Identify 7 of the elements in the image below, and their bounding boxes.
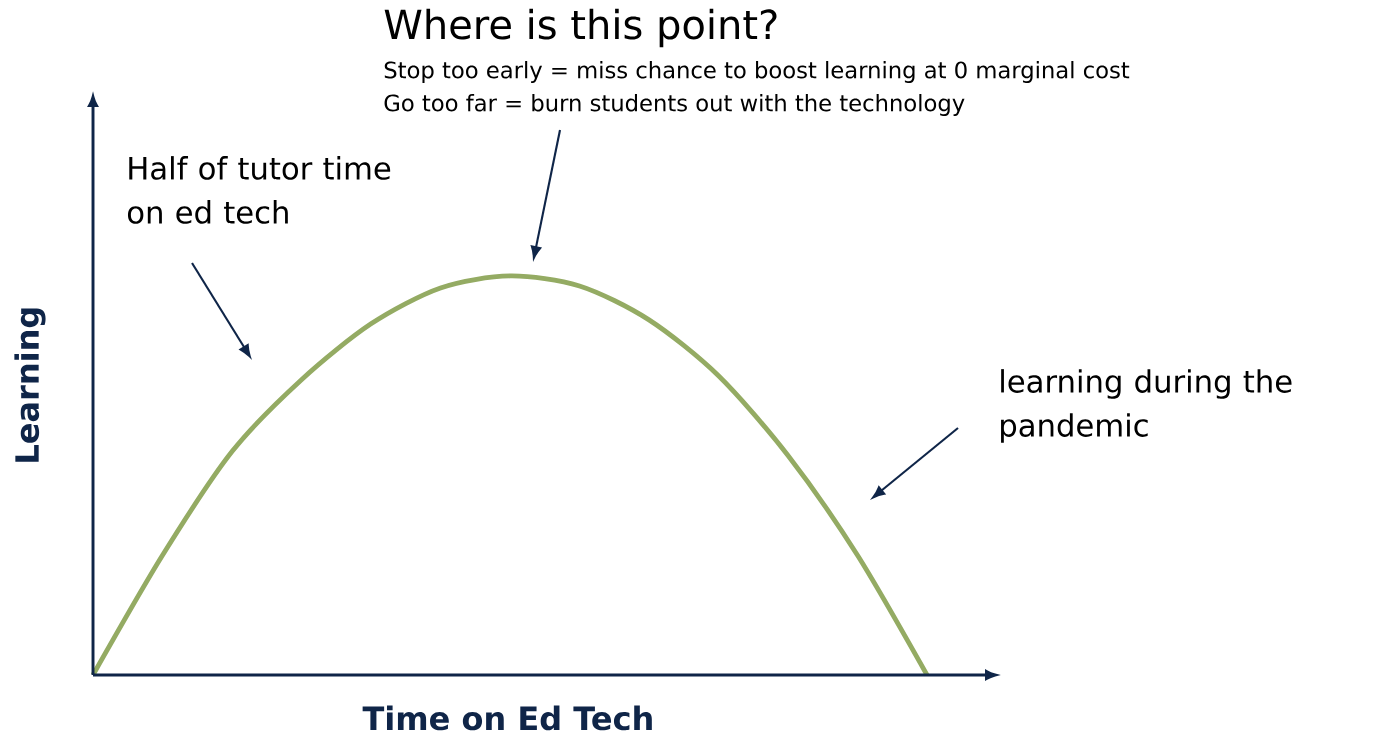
text: learning during the pandemic [1001,369,1292,443]
text: Half of tutor time on ed tech [127,156,391,224]
text: Stop too early = miss chance to boost learning at 0 marginal cost [384,61,1130,83]
chart-title: Where is this point? [384,8,777,48]
x-axis-title: Time on Ed Tech [362,705,652,731]
y-axis-title: Learning [14,308,46,462]
text: Go too far = burn students out with the technology [384,94,965,116]
